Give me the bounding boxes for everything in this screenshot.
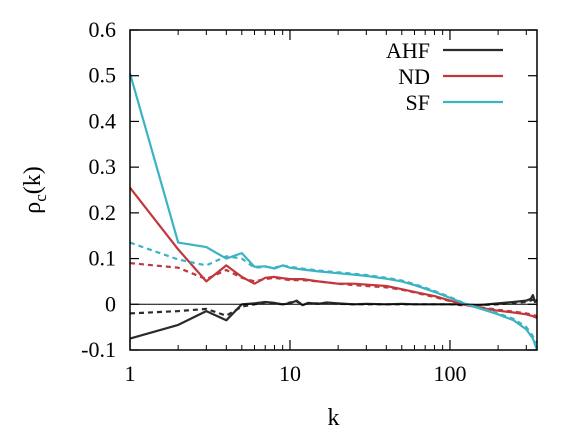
x-tick-label: 1 <box>125 361 136 386</box>
series-line-3 <box>129 262 538 318</box>
y-tick-label: 0.6 <box>89 17 117 42</box>
x-axis-label: k <box>328 405 340 431</box>
series-line-2 <box>129 187 538 320</box>
plot-frame <box>129 29 538 351</box>
tick-layer: -0.1 0 0.1 0.2 0.3 0.4 0.5 0.6 1 10 100 <box>81 17 537 386</box>
y-axis-label-main: ρ <box>20 202 46 214</box>
y-tick-label: 0.5 <box>89 63 117 88</box>
series-line-5 <box>129 241 538 344</box>
legend-label-ahf: AHF <box>386 38 430 63</box>
y-axis-label-subscript: c <box>31 194 50 202</box>
series-line-0 <box>129 294 538 340</box>
series-layer <box>128 73 539 351</box>
series-line-4 <box>128 73 539 351</box>
y-axis-label: ρc(k) <box>20 166 50 214</box>
y-tick-label: 0.3 <box>89 154 117 179</box>
legend-label-nd: ND <box>398 64 430 89</box>
y-tick-label: 0.4 <box>89 108 117 133</box>
x-tick-label: 10 <box>279 361 301 386</box>
y-tick-label: 0.1 <box>89 246 117 271</box>
y-tick-label: -0.1 <box>81 337 116 362</box>
y-tick-label: 0.2 <box>89 200 117 225</box>
x-tick-label: 100 <box>433 361 466 386</box>
y-axis-label-suffix: (k) <box>20 166 46 194</box>
y-tick-label: 0 <box>105 291 116 316</box>
legend-label-sf: SF <box>406 90 430 115</box>
